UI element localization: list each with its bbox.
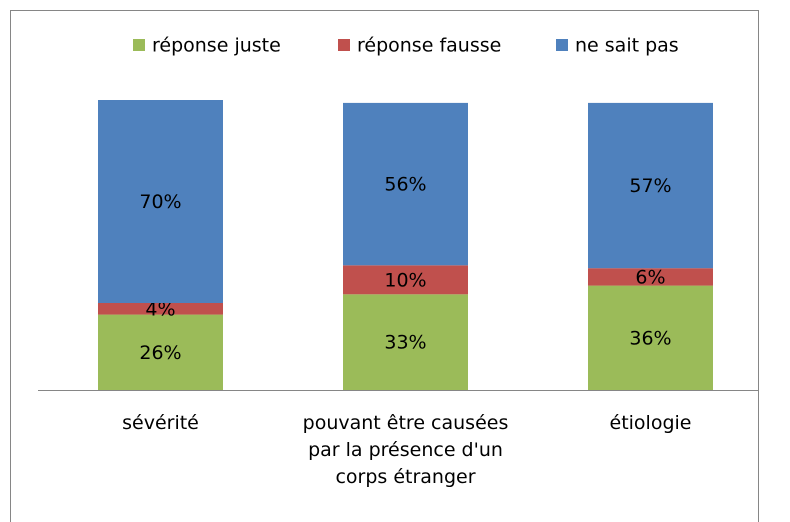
- data-label: 36%: [629, 327, 671, 349]
- legend-label: réponse juste: [152, 35, 281, 57]
- legend-label: ne sait pas: [575, 35, 679, 57]
- bar-segment: [343, 265, 468, 295]
- x-tick-label: pouvant être causées par la présence d'u…: [302, 412, 509, 488]
- data-label: 4%: [145, 298, 175, 320]
- bar-segment: [98, 314, 223, 390]
- bar-segment: [98, 100, 223, 303]
- data-label: 33%: [384, 332, 426, 354]
- bar-segment: [343, 294, 468, 390]
- data-label: 70%: [139, 191, 181, 213]
- chart-frame: [10, 10, 759, 522]
- legend-swatch: [338, 39, 350, 51]
- legend-swatch: [133, 39, 145, 51]
- bar-segment: [588, 102, 713, 269]
- data-label: 6%: [635, 266, 665, 288]
- bar-segment: [588, 285, 713, 390]
- bar-segment: [588, 268, 713, 286]
- legend-swatch: [556, 39, 568, 51]
- bar-segment: [343, 102, 468, 266]
- data-label: 26%: [139, 342, 181, 364]
- x-tick-label: sévérité: [122, 412, 199, 434]
- data-label: 10%: [384, 269, 426, 291]
- data-label: 56%: [384, 174, 426, 196]
- bar-segment: [98, 303, 223, 315]
- x-tick-label: étiologie: [609, 412, 692, 434]
- data-label: 57%: [629, 175, 671, 197]
- legend-label: réponse fausse: [357, 35, 501, 57]
